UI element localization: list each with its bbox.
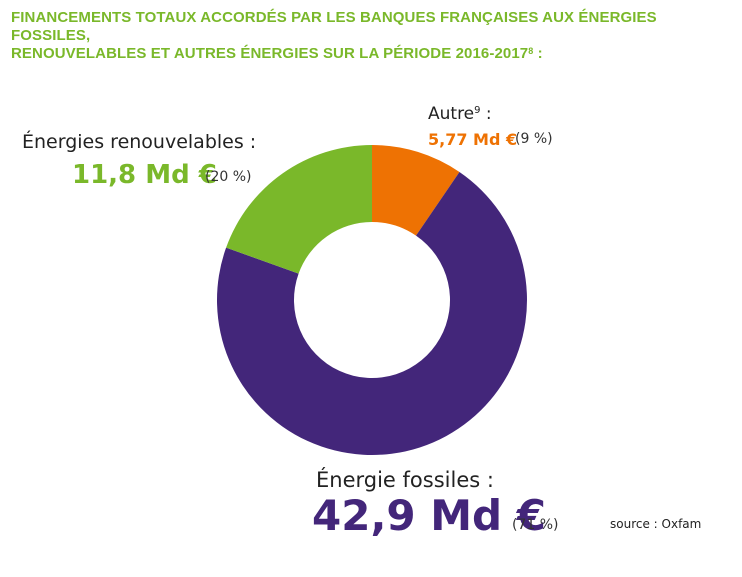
label-fossil-category: Énergie fossiles : bbox=[316, 468, 494, 492]
label-other-name: Autre bbox=[428, 104, 475, 124]
chart-title-line-2: RENOUVELABLES ET AUTRES ÉNERGIES SUR LA … bbox=[11, 45, 731, 63]
chart-title-line-1: FINANCEMENTS TOTAUX ACCORDÉS PAR LES BAN… bbox=[11, 9, 657, 44]
chart-title-line-2-text: RENOUVELABLES ET AUTRES ÉNERGIES SUR LA … bbox=[11, 45, 529, 62]
label-renewables-category: Énergies renouvelables : bbox=[22, 131, 257, 153]
footnote-9: 9 bbox=[474, 105, 481, 116]
label-fossil-value: 42,9 Md € bbox=[312, 491, 546, 540]
label-renewables-percent: (20 %) bbox=[205, 169, 252, 185]
slice-fossil bbox=[217, 172, 527, 455]
label-other-percent: (9 %) bbox=[515, 131, 553, 147]
label-renewables-value: 11,8 Md € bbox=[72, 160, 217, 190]
label-other-value: 5,77 Md € bbox=[428, 130, 518, 149]
label-other-category: Autre9 : bbox=[428, 104, 492, 124]
label-other-colon: : bbox=[480, 104, 492, 124]
chart-title: FINANCEMENTS TOTAUX ACCORDÉS PAR LES BAN… bbox=[11, 9, 731, 63]
source-note: source : Oxfam bbox=[610, 517, 702, 531]
footnote-8: 8 bbox=[528, 46, 534, 56]
slice-other bbox=[372, 145, 460, 236]
slice-renewables bbox=[226, 144, 372, 274]
label-fossil-percent: (71 %) bbox=[512, 517, 559, 533]
chart-title-colon: : bbox=[533, 45, 543, 62]
